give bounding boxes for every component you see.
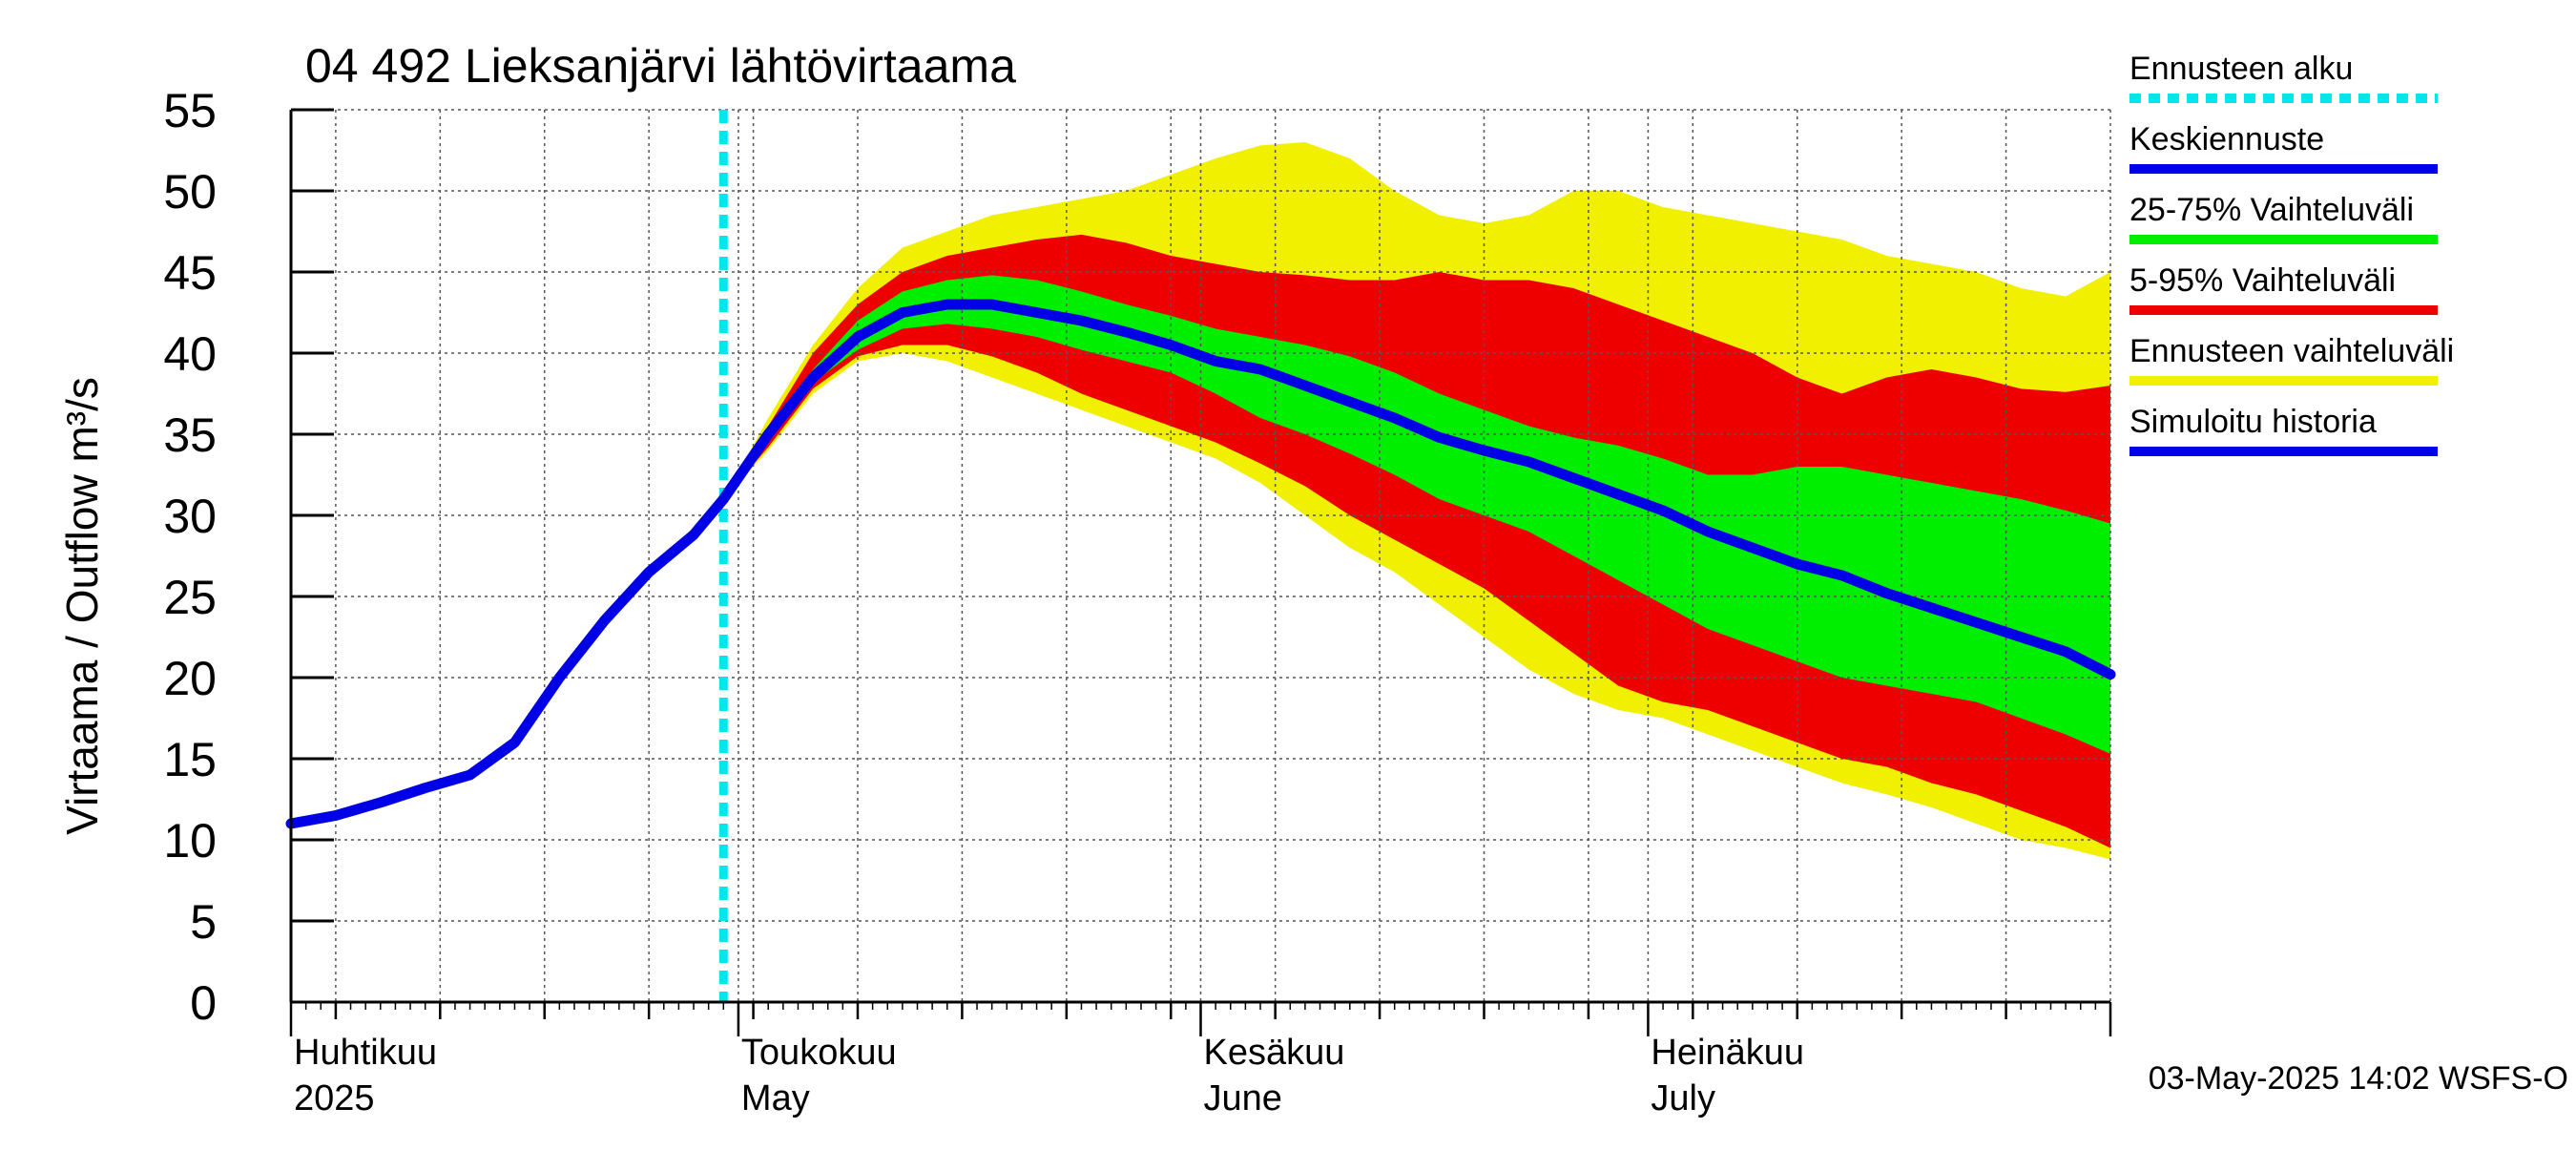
band-p5_95 xyxy=(723,234,2110,848)
x-tick-label: July xyxy=(1651,1078,1715,1119)
series-line-history xyxy=(285,493,729,829)
band-p25_75 xyxy=(723,275,2110,754)
legend: Ennusteen alku Keskiennuste 25-75% Vaihtel… xyxy=(2129,51,2454,456)
legend-label: Ennusteen vaihteluväli xyxy=(2129,333,2454,369)
x-tick-label: Toukokuu xyxy=(741,1033,897,1073)
series-lines xyxy=(285,110,2116,1002)
x-tick-label: Kesäkuu xyxy=(1204,1033,1345,1073)
legend-label: 25-75% Vaihteluväli xyxy=(2129,192,2414,228)
timestamp-footer: 03-May-2025 14:02 WSFS-O xyxy=(2149,1060,2568,1097)
legend-label: 5-95% Vaihteluväli xyxy=(2129,262,2396,299)
y-tick-label: 35 xyxy=(163,408,217,462)
y-axis-label: Virtaama / Outflow m³/s xyxy=(57,377,107,835)
forecast-bands xyxy=(723,142,2110,860)
y-tick-label: 0 xyxy=(190,976,217,1030)
y-tick-label: 50 xyxy=(163,165,217,219)
y-tick-label: 40 xyxy=(163,327,217,381)
y-tick-label: 25 xyxy=(163,571,217,624)
y-tick-label: 15 xyxy=(163,733,217,786)
x-tick-label: 2025 xyxy=(294,1078,375,1119)
y-tick-label: 45 xyxy=(163,246,217,300)
x-tick-label: Huhtikuu xyxy=(294,1033,437,1073)
y-tick-label: 30 xyxy=(163,490,217,543)
y-tick-label: 55 xyxy=(163,84,217,137)
legend-label: Keskiennuste xyxy=(2129,121,2324,157)
y-tick-label: 5 xyxy=(190,895,217,949)
x-tick-label: May xyxy=(741,1078,810,1119)
series-line-median xyxy=(717,299,2116,680)
axes: 0510152025303540455055Huhtikuu2025Toukok… xyxy=(163,84,2112,1119)
grid-lines xyxy=(290,109,2111,1002)
y-tick-label: 20 xyxy=(163,652,217,705)
legend-label: Ennusteen alku xyxy=(2129,51,2353,87)
x-tick-label: Heinäkuu xyxy=(1651,1033,1804,1073)
chart-title: 04 492 Lieksanjärvi lähtövirtaama xyxy=(305,39,1016,93)
y-tick-label: 10 xyxy=(163,814,217,868)
legend-label: Simuloitu historia xyxy=(2129,404,2377,440)
x-tick-label: June xyxy=(1204,1078,1282,1119)
